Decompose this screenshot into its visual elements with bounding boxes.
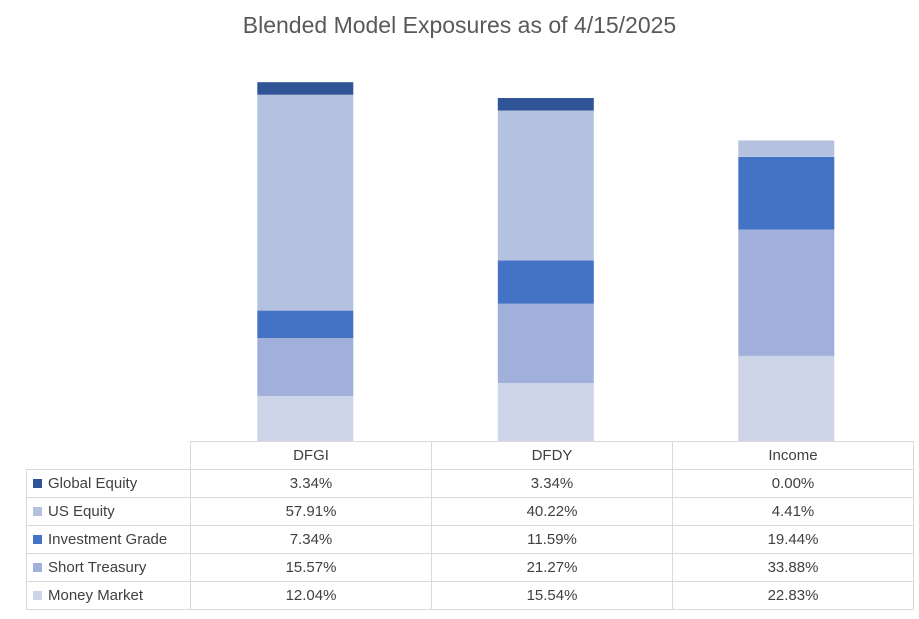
series-label: Short Treasury: [26, 553, 191, 582]
data-table-row: Short Treasury 15.57% 21.27% 33.88%: [26, 553, 914, 582]
series-name: Global Equity: [48, 475, 138, 492]
category-header: DFGI: [190, 441, 432, 470]
data-label: 15.57%: [190, 553, 432, 582]
data-label: 3.34%: [431, 469, 673, 498]
series-label: US Equity: [26, 497, 191, 526]
series-label: Investment Grade: [26, 525, 191, 554]
data-label: 15.54%: [431, 581, 673, 610]
bar-segment: [257, 310, 354, 338]
plot-area: [257, 82, 835, 441]
data-label: 57.91%: [190, 497, 432, 526]
legend-key-swatch: [33, 591, 42, 600]
bar-segment: [497, 383, 594, 441]
data-label: 3.34%: [190, 469, 432, 498]
legend-key-swatch: [33, 479, 42, 488]
bar-segment: [497, 110, 594, 261]
bar-segment: [738, 229, 835, 356]
bar-segment: [738, 140, 835, 157]
data-label: 7.34%: [190, 525, 432, 554]
series-label: Money Market: [26, 581, 191, 610]
data-table-corner: [26, 441, 191, 470]
chart-title: Blended Model Exposures as of 4/15/2025: [242, 12, 677, 38]
data-label: 21.27%: [431, 553, 673, 582]
bar-segment: [257, 338, 354, 397]
legend-key-swatch: [33, 507, 42, 516]
bar-segment: [738, 157, 835, 230]
category-header: DFDY: [431, 441, 673, 470]
bar-segment: [257, 396, 354, 441]
series-label: Global Equity: [26, 469, 191, 498]
category-header: Income: [672, 441, 914, 470]
bar-segment: [497, 260, 594, 304]
series-name: US Equity: [48, 503, 115, 520]
bar-segment: [257, 94, 354, 311]
legend-key-swatch: [33, 535, 42, 544]
data-label: 22.83%: [672, 581, 914, 610]
data-table-row: Money Market 12.04% 15.54% 22.83%: [26, 581, 914, 610]
data-table-row: US Equity 57.91% 40.22% 4.41%: [26, 497, 914, 526]
bar-segment: [738, 355, 835, 441]
data-label: 4.41%: [672, 497, 914, 526]
data-table: DFGI DFDY Income Global Equity 3.34% 3.34%…: [26, 441, 914, 610]
series-name: Investment Grade: [48, 531, 168, 548]
data-table-header-row: DFGI DFDY Income: [26, 441, 914, 470]
data-table-row: Global Equity 3.34% 3.34% 0.00%: [26, 469, 914, 498]
series-name: Money Market: [48, 587, 144, 604]
data-label: 19.44%: [672, 525, 914, 554]
legend-key-swatch: [33, 563, 42, 572]
data-table-row: Investment Grade 7.34% 11.59% 19.44%: [26, 525, 914, 554]
data-label: 40.22%: [431, 497, 673, 526]
data-label: 33.88%: [672, 553, 914, 582]
bar-segment: [497, 303, 594, 383]
data-label: 11.59%: [431, 525, 673, 554]
data-label: 12.04%: [190, 581, 432, 610]
series-name: Short Treasury: [48, 559, 147, 576]
data-label: 0.00%: [672, 469, 914, 498]
bar-segment: [257, 82, 354, 95]
bar-segment: [497, 98, 594, 111]
